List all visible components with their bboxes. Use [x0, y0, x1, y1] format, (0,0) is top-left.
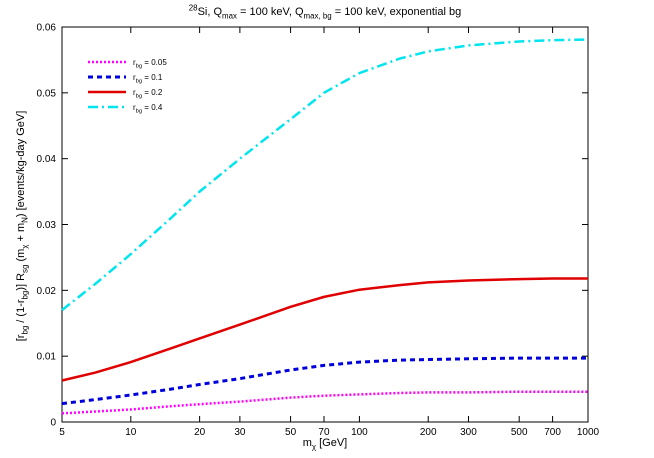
x-tick-label: 5	[59, 427, 65, 438]
legend-label-part: bg	[136, 78, 142, 84]
series-line	[61, 356, 588, 406]
y-tick-label: 0.05	[37, 88, 57, 99]
x-axis-label: mχ [GeV]	[303, 437, 348, 451]
x-axis-label-part: m	[303, 437, 312, 449]
chart-title: 28Si, Qmax = 100 keV, Qmax, bg = 100 keV…	[189, 4, 461, 21]
y-tick-label: 0.01	[37, 352, 57, 363]
chart-title-part: = 100 keV, exponential bg	[332, 6, 462, 18]
x-tick-label: 700	[544, 427, 561, 438]
chart-title-part: Si, Q	[198, 6, 223, 18]
legend-label: rbg = 0.4	[133, 103, 163, 114]
y-tick-label: 0	[50, 418, 56, 429]
y-axis-label-part: + m	[15, 223, 27, 245]
y-tick-label: 0.02	[37, 286, 57, 297]
x-tick-label: 1000	[577, 427, 600, 438]
legend-label-part: r	[133, 88, 136, 97]
legend-label-part: = 0.2	[142, 88, 163, 97]
x-tick-label: 500	[511, 427, 528, 438]
legend-label: rbg = 0.05	[133, 58, 167, 69]
legend-label-part: r	[133, 58, 136, 67]
x-tick-label: 70	[318, 427, 330, 438]
legend-label: rbg = 0.1	[133, 73, 163, 84]
chart-title-part: 28	[189, 4, 198, 13]
y-axis-label-part: bg	[20, 291, 29, 300]
legend-label-part: bg	[136, 63, 142, 69]
series-line	[61, 390, 588, 415]
chart-title-part: max, bg	[304, 11, 332, 20]
legend-label-part: bg	[136, 93, 142, 99]
y-tick-label: 0.06	[37, 23, 57, 34]
y-axis-label-part: )] R	[15, 273, 27, 291]
y-axis-label: [rbg / (1-rbg)] Rsg (mχ + mN) [events/kg…	[15, 111, 29, 342]
y-axis-label-part: (m	[15, 249, 27, 265]
series-line	[61, 38, 589, 312]
legend-label: rbg = 0.2	[133, 88, 163, 99]
legend-label-part: bg	[136, 108, 142, 114]
y-axis-label-part: [r	[15, 334, 27, 341]
y-axis-label-part: ) [events/kg-day GeV]	[15, 111, 27, 217]
x-tick-label: 20	[194, 427, 206, 438]
x-tick-label: 100	[351, 427, 368, 438]
x-tick-label: 30	[234, 427, 246, 438]
legend-label-part: r	[133, 73, 136, 82]
legend-label-part: = 0.4	[142, 103, 163, 112]
chart-title-part: max	[222, 11, 237, 20]
y-axis-label-part: N	[20, 217, 29, 223]
chart-title-part: = 100 keV, Q	[237, 6, 304, 18]
x-tick-label: 10	[125, 427, 137, 438]
y-axis-label-part: / (1-r	[15, 299, 27, 326]
x-axis-label-part: [GeV]	[316, 437, 347, 449]
legend-label-part: = 0.1	[142, 73, 163, 82]
plot-frame	[61, 26, 589, 423]
x-tick-label: 50	[285, 427, 297, 438]
legend-label-part: r	[133, 103, 136, 112]
legend-label-part: = 0.05	[142, 58, 167, 67]
y-tick-label: 0.03	[37, 220, 57, 231]
y-axis-label-part: χ	[20, 244, 29, 249]
y-axis-label-part: sg	[20, 265, 29, 273]
x-axis-label-part: χ	[312, 442, 317, 451]
series-line	[61, 277, 588, 382]
y-axis-label-part: bg	[20, 326, 29, 335]
y-tick-label: 0.04	[37, 154, 57, 165]
x-tick-label: 300	[460, 427, 477, 438]
x-tick-label: 200	[420, 427, 437, 438]
